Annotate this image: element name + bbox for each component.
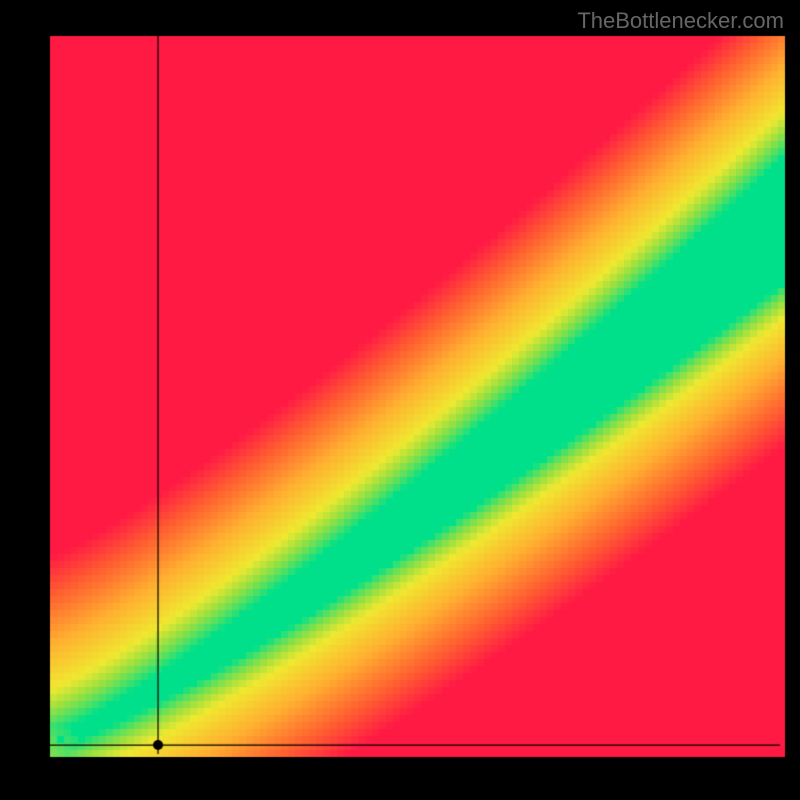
- heatmap-canvas: [0, 0, 800, 800]
- chart-container: TheBottlenecker.com: [0, 0, 800, 800]
- watermark-text: TheBottlenecker.com: [577, 8, 784, 34]
